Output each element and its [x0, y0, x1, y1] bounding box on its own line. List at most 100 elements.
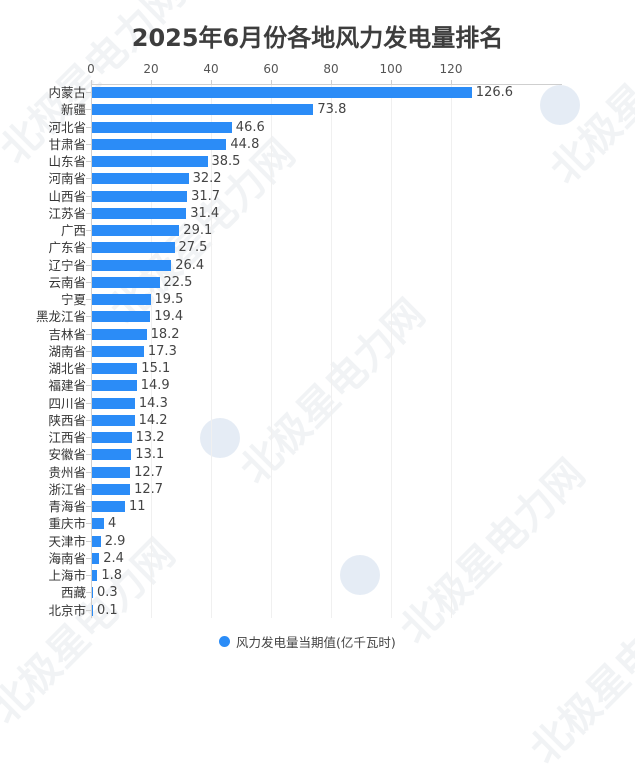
category-label: 广东省 [48, 240, 86, 256]
bar[interactable] [92, 276, 160, 288]
value-label: 12.7 [134, 481, 164, 497]
bar[interactable] [92, 380, 137, 392]
bar-row: 黑龙江省 19.4 [0, 308, 635, 325]
value-label: 13.1 [135, 447, 165, 463]
grid-line [211, 85, 212, 618]
y-tick-mark [86, 264, 91, 266]
bar-row: 江西省 13.2 [0, 429, 635, 446]
bar-row: 湖北省 15.1 [0, 360, 635, 377]
grid-line [271, 85, 272, 618]
y-tick-mark [86, 126, 91, 128]
bar[interactable] [92, 225, 180, 236]
bar[interactable] [92, 242, 175, 254]
bar[interactable] [92, 535, 101, 547]
bar-row: 云南省 22.5 [0, 274, 635, 291]
value-label: 31.4 [190, 205, 220, 221]
bar-row: 湖南省 17.3 [0, 343, 635, 360]
bar[interactable] [92, 466, 131, 478]
bar[interactable] [92, 190, 188, 202]
bar-row: 贵州省 12.7 [0, 464, 635, 481]
category-label: 四川省 [48, 395, 86, 411]
value-label: 0.3 [97, 585, 118, 601]
y-tick-mark [86, 592, 91, 594]
y-tick-mark [86, 109, 91, 111]
bar[interactable] [92, 432, 132, 443]
value-label: 1.8 [101, 568, 123, 583]
category-label: 江西省 [48, 430, 86, 445]
bar[interactable] [92, 294, 151, 305]
category-label: 河北省 [48, 119, 86, 135]
value-label: 17.3 [147, 343, 177, 359]
y-tick-mark [86, 368, 91, 369]
bar[interactable] [92, 449, 132, 461]
category-label: 内蒙古 [48, 85, 86, 100]
value-label: 46.6 [235, 119, 265, 135]
bar[interactable] [92, 414, 135, 426]
bar[interactable] [92, 604, 93, 616]
value-label: 26.4 [175, 257, 205, 273]
value-label: 11 [129, 499, 146, 514]
bar[interactable] [92, 501, 125, 512]
bar-row: 安徽省 13.1 [0, 446, 635, 463]
bar[interactable] [92, 570, 98, 581]
bar[interactable] [92, 156, 208, 167]
bar[interactable] [92, 207, 187, 219]
bar[interactable] [92, 552, 100, 564]
bar[interactable] [92, 397, 135, 409]
value-label: 12.7 [134, 464, 164, 480]
category-label: 云南省 [48, 274, 86, 290]
bar[interactable] [92, 104, 314, 116]
bar[interactable] [92, 173, 189, 185]
x-tick-mark [271, 80, 272, 85]
category-label: 陕西省 [48, 412, 86, 428]
bar[interactable] [92, 345, 144, 357]
value-label: 2.4 [103, 550, 124, 566]
category-label: 浙江省 [48, 481, 86, 497]
y-tick-mark [86, 609, 91, 611]
y-tick-mark [86, 281, 91, 283]
value-label: 38.5 [211, 154, 241, 169]
bar[interactable] [92, 138, 227, 150]
bar[interactable] [92, 121, 232, 133]
x-tick-mark [331, 80, 332, 85]
value-label: 14.3 [138, 395, 168, 411]
bar-row: 新疆 73.8 [0, 101, 635, 118]
value-label: 4 [108, 516, 117, 532]
bar[interactable] [92, 587, 93, 599]
bar-row: 广东省 27.5 [0, 239, 635, 256]
bar-row: 吉林省 18.2 [0, 326, 635, 343]
bar-row: 山西省 31.7 [0, 188, 635, 205]
y-tick-mark [86, 350, 91, 352]
bar[interactable] [92, 311, 151, 323]
bar-row: 西藏 0.3 [0, 584, 635, 601]
y-axis-line [91, 84, 92, 618]
y-tick-mark [86, 540, 91, 542]
category-label: 江苏省 [48, 205, 86, 221]
category-label: 青海省 [48, 499, 86, 514]
bar[interactable] [92, 87, 472, 98]
bar-row: 宁夏 19.5 [0, 291, 635, 308]
x-tick-label: 80 [323, 62, 339, 76]
bar-row: 天津市 2.9 [0, 533, 635, 550]
y-tick-mark [86, 316, 91, 318]
y-tick-mark [86, 178, 91, 180]
grid-line [151, 85, 152, 618]
bar[interactable] [92, 328, 147, 340]
bar[interactable] [92, 363, 138, 374]
value-label: 19.4 [154, 309, 184, 325]
category-label: 西藏 [60, 585, 86, 601]
legend-item[interactable]: 风力发电量当期值(亿千瓦时) [219, 632, 396, 651]
bar[interactable] [92, 518, 104, 530]
category-label: 福建省 [48, 378, 86, 394]
bar[interactable] [92, 259, 172, 271]
category-label: 新疆 [60, 102, 86, 118]
category-label: 贵州省 [48, 464, 86, 480]
value-label: 19.5 [154, 292, 184, 307]
y-tick-mark [86, 230, 91, 231]
value-label: 18.2 [150, 326, 180, 342]
bar-row: 四川省 14.3 [0, 395, 635, 412]
y-tick-mark [86, 247, 91, 249]
bar-row: 北京市 0.1 [0, 602, 635, 619]
bar[interactable] [92, 483, 131, 495]
value-label: 27.5 [178, 240, 208, 256]
